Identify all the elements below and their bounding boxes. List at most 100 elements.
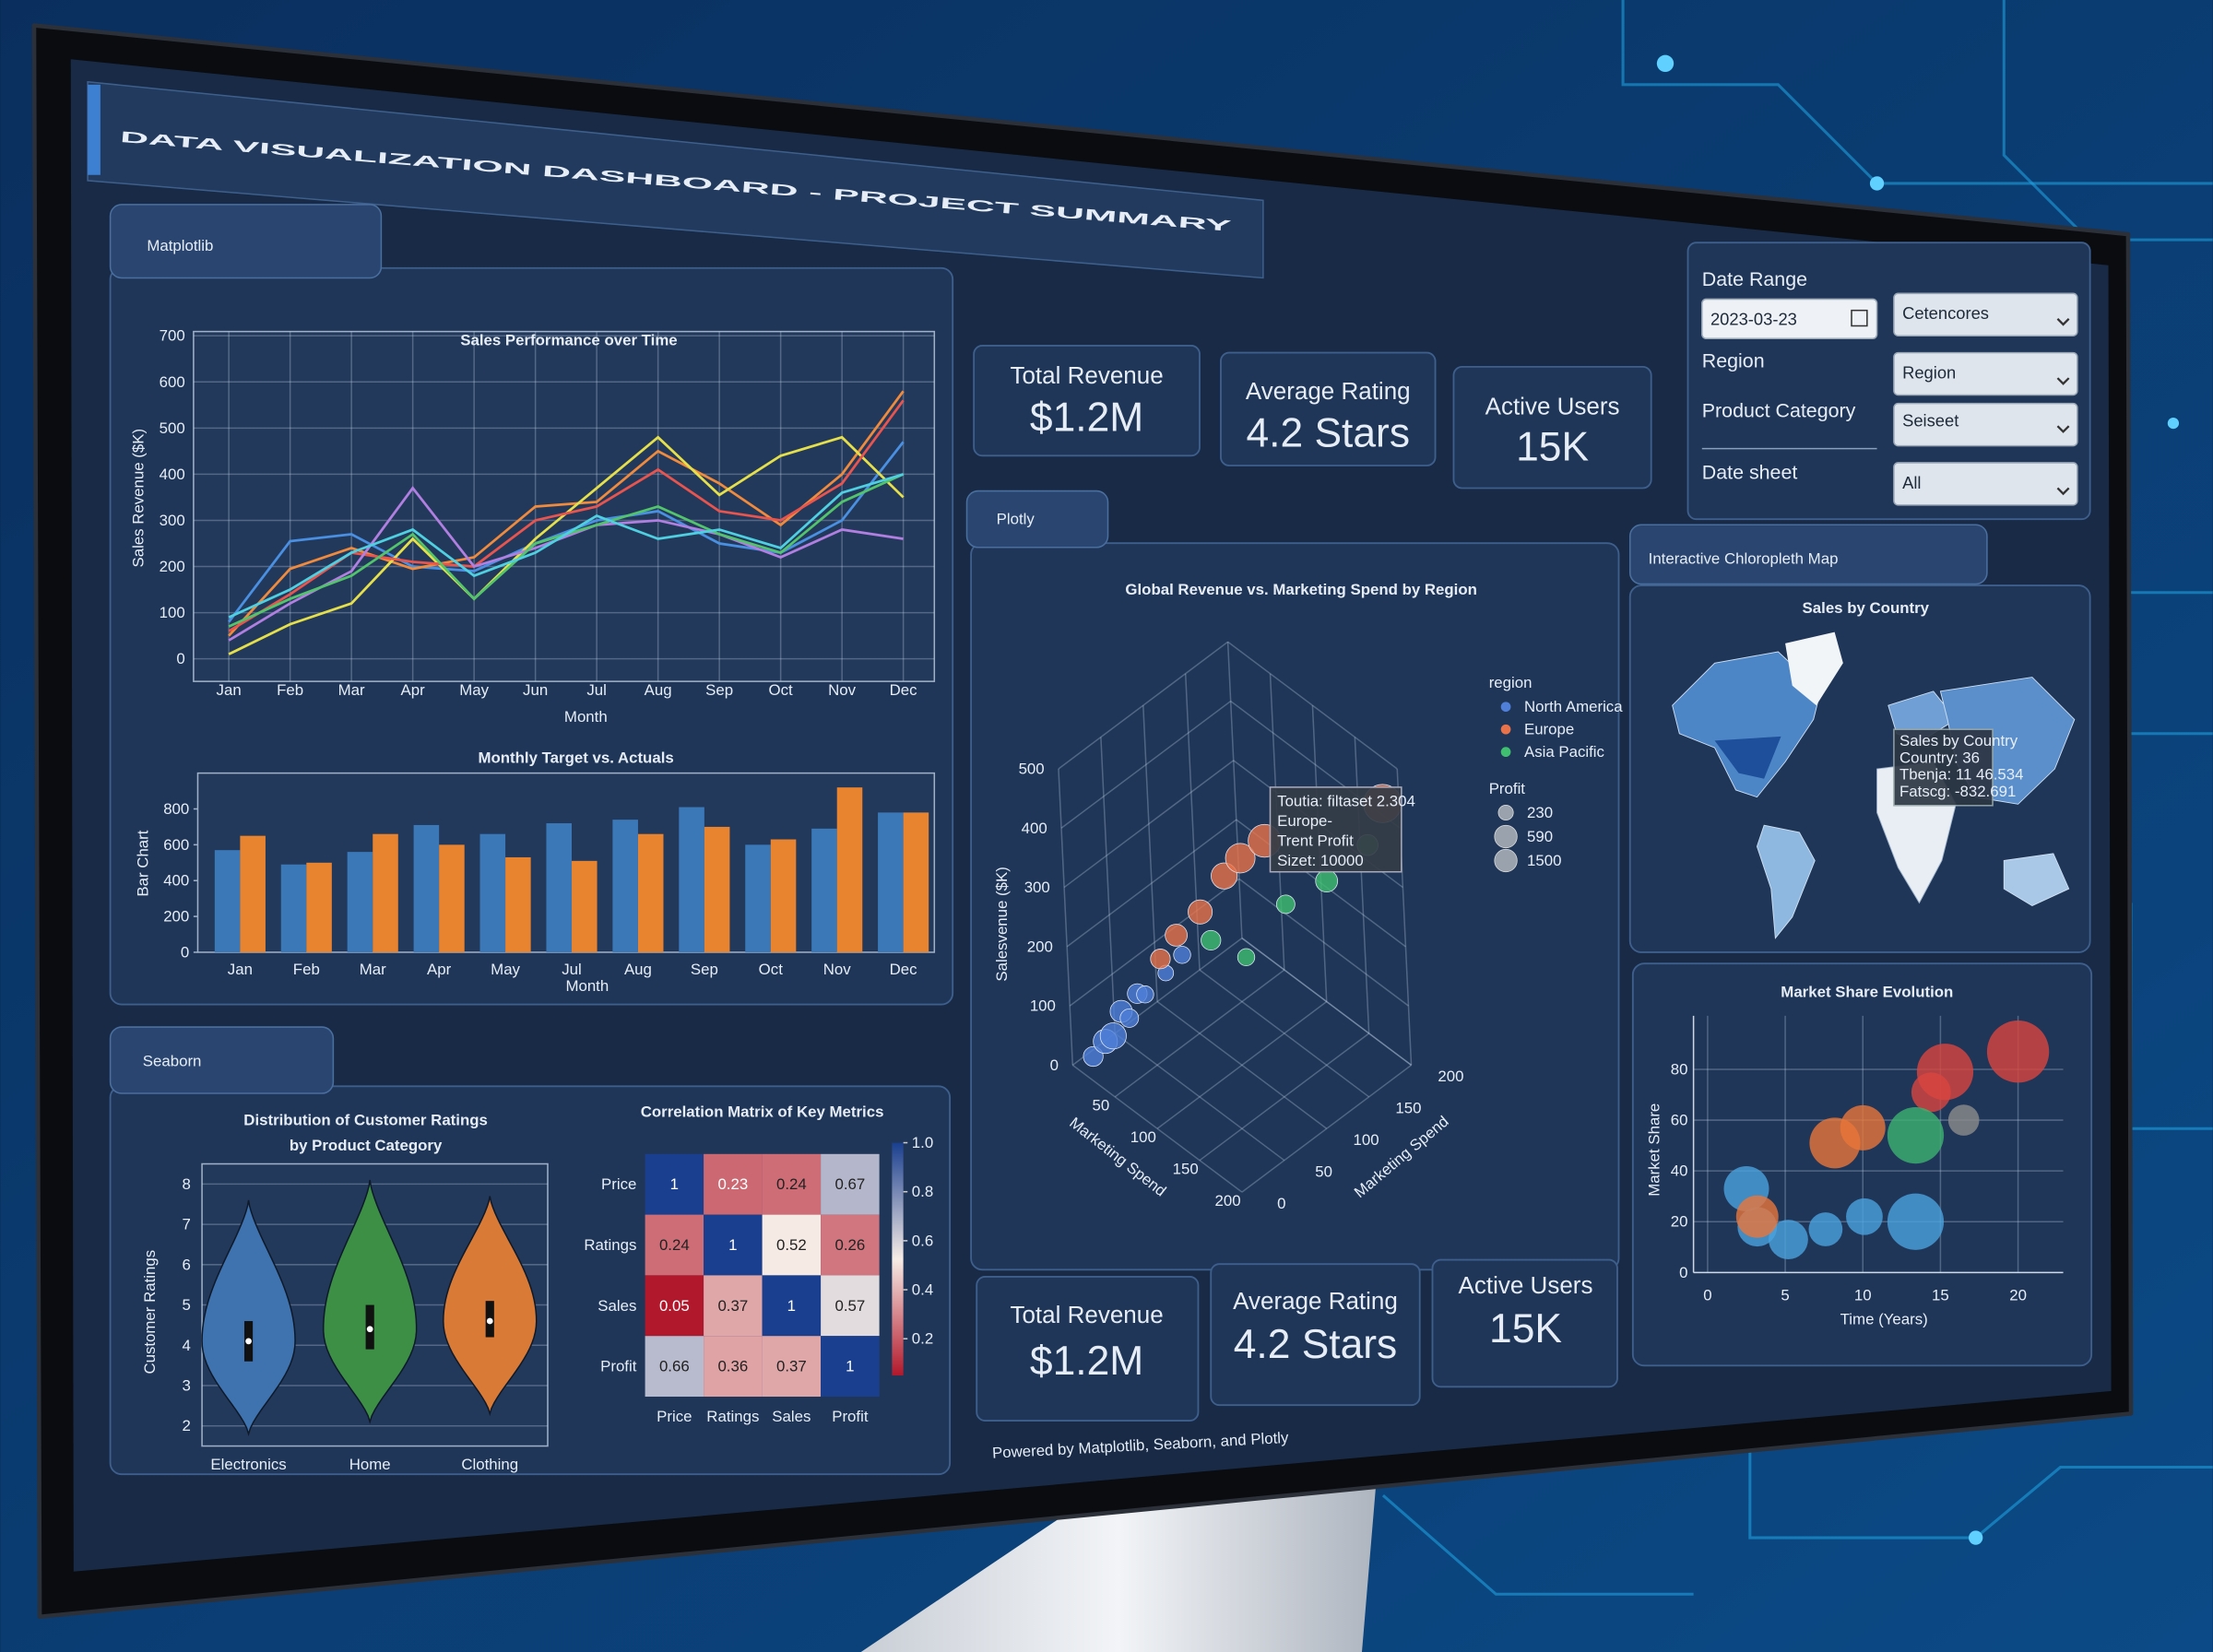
row-label: Sales [598, 1297, 636, 1315]
x-tick-label: 50 [1093, 1097, 1110, 1115]
heatmap-cell [645, 1275, 704, 1337]
kpi-label: Active Users [1485, 393, 1620, 420]
bar [413, 824, 440, 952]
country-shape[interactable] [1714, 736, 1781, 779]
kpi-value: 4.2 Stars [1234, 1322, 1398, 1367]
section-title: Interactive Chloropleth Map [1649, 550, 1839, 568]
col-label: Profit [832, 1408, 869, 1425]
x-tick-label: Aug [624, 961, 652, 978]
kpi-card [1220, 351, 1437, 466]
calendar-icon[interactable] [1851, 309, 1868, 327]
heatmap-cell [821, 1214, 880, 1276]
legend-label: Europe [1524, 721, 1574, 738]
grid-line [1227, 641, 1398, 770]
country-shape[interactable] [1672, 651, 1821, 798]
tooltip-line: Fatscg: -832.691 [1899, 783, 2016, 800]
violin-body [201, 1199, 296, 1437]
x-tick-label: 15 [1932, 1286, 1949, 1304]
date-input[interactable] [1701, 298, 1878, 340]
y-tick-label: 700 [160, 327, 185, 345]
bar [903, 812, 929, 952]
scatter-point [1188, 899, 1213, 925]
section-title: Seaborn [143, 1052, 202, 1069]
grid-line [1238, 878, 1409, 1007]
cell-label: 0.52 [776, 1236, 807, 1254]
country-shape[interactable] [1756, 824, 1816, 939]
bar [546, 823, 573, 952]
y-tick-label: 40 [1671, 1162, 1688, 1180]
cell-label: 0.67 [834, 1175, 865, 1193]
colorbar-tick-label: 1.0 [912, 1134, 933, 1151]
heatmap-cell [704, 1153, 763, 1215]
filter-label: Date Range [1702, 268, 1807, 290]
legend-label: Asia Pacific [1524, 743, 1604, 761]
bar [878, 812, 904, 952]
dropdown[interactable] [1893, 292, 2078, 336]
chart-title: Global Revenue vs. Marketing Spend by Re… [1125, 581, 1477, 598]
dropdown-value: Seiseet [1902, 411, 1959, 431]
filters-panel: Date Range 2023-03-23 Cetencores Region … [1686, 242, 2091, 521]
dropdown[interactable] [1893, 402, 2078, 447]
dropdown[interactable] [1893, 462, 2078, 506]
y-tick-label: 60 [1671, 1112, 1688, 1129]
grid-line [1066, 819, 1237, 948]
size-legend-marker [1494, 848, 1518, 873]
country-shape[interactable] [1785, 631, 1843, 706]
country-shape[interactable] [2003, 853, 2070, 906]
scatter-point [1315, 869, 1339, 893]
y-tick-label: 0 [1679, 1264, 1687, 1281]
z-tick-label: 200 [1438, 1068, 1463, 1085]
y-tick-label: 80 [1671, 1060, 1688, 1078]
heatmap-cell [645, 1336, 704, 1398]
y-tick-label: 200 [1027, 938, 1053, 955]
bar [770, 839, 797, 952]
bubble [1840, 1104, 1886, 1150]
legend-label: North America [1524, 698, 1623, 715]
x-axis-label: Time (Years) [1840, 1310, 1928, 1328]
bar [679, 807, 704, 952]
dropdown[interactable] [1893, 351, 2078, 396]
bar [373, 833, 398, 952]
x-tick-label: Dec [890, 681, 917, 699]
cell-label: 0.24 [659, 1236, 690, 1254]
scatter-point [1275, 894, 1296, 914]
grid-line [1069, 878, 1240, 1007]
legend-title: Profit [1489, 780, 1526, 797]
scatter-point [1173, 946, 1191, 964]
bar [240, 835, 266, 952]
y-tick-label: 2 [182, 1417, 190, 1434]
tooltip-line: Europe- [1277, 812, 1332, 830]
cell-label: 0.37 [717, 1297, 748, 1315]
x-tick-label: Jan [228, 961, 253, 978]
heatmap-cell [821, 1153, 880, 1215]
grid-line [1114, 969, 1285, 1098]
bar [505, 856, 531, 952]
violin-median [245, 1338, 252, 1345]
tooltip-box [1269, 786, 1402, 873]
filter-label: Product Category [1702, 399, 1856, 421]
y-axis-label: Customer Ratings [141, 1250, 159, 1375]
grid-line [1071, 1064, 1243, 1193]
y-tick-label: 3 [182, 1376, 190, 1394]
bar [439, 844, 465, 952]
heatmap-cell [645, 1214, 704, 1276]
dropdown-value: Cetencores [1902, 303, 1989, 323]
choropleth-map: Sales by Country Sales by Country Countr… [1672, 599, 2076, 939]
x-tick-label: Clothing [461, 1456, 518, 1473]
y-tick-label: 400 [1022, 820, 1047, 837]
x-tick-label: Home [349, 1456, 391, 1473]
x-tick-label: Apr [427, 961, 452, 978]
heatmap-cell [762, 1214, 822, 1276]
violin-median [486, 1317, 493, 1325]
x-tick-label: Electronics [210, 1456, 286, 1473]
z-tick-label: 150 [1395, 1100, 1421, 1117]
bar [836, 787, 863, 952]
chevron [2056, 377, 2070, 385]
scatter-point [1225, 843, 1256, 874]
tooltip-line: Trent Profit [1277, 832, 1354, 850]
kpi-label: Average Rating [1246, 377, 1411, 405]
bubble [1735, 1195, 1779, 1238]
cell-label: 1 [670, 1175, 679, 1193]
bar [306, 862, 332, 952]
scatter-point [1165, 924, 1188, 947]
